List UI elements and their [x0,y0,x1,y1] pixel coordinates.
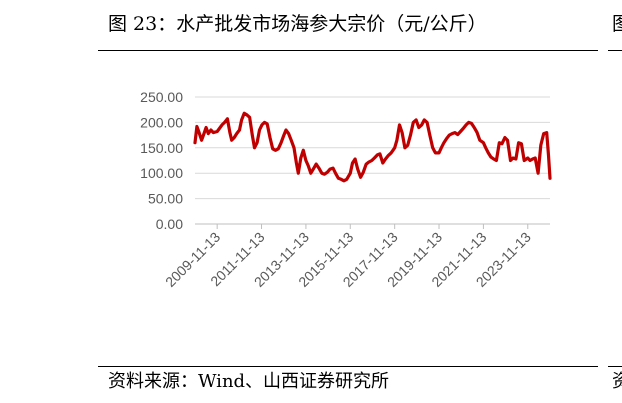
next-figure-title-fragment: 图 [612,13,622,35]
y-tick-label: 150.00 [140,140,183,156]
next-figure-source-rule [608,366,622,367]
next-figure-title-rule [608,50,622,51]
series-line-0 [193,111,552,183]
series-lines [193,111,552,183]
grid-lines [195,96,550,200]
figure-title: 图 23：水产批发市场海参大宗价（元/公斤） [108,13,487,35]
y-tick-labels: 0.00 50.00 100.00 150.00 200.00 250.00 [140,89,183,232]
axes [195,223,550,229]
y-tick-label: 200.00 [140,114,183,130]
y-tick-label: 0.00 [156,216,183,232]
y-tick-label: 250.00 [140,89,183,105]
title-rule [98,50,598,51]
next-figure-source-fragment: 资 [612,371,622,392]
source-rule [98,366,598,367]
source-note: 资料来源：Wind、山西证券研究所 [108,371,390,392]
y-tick-label: 50.00 [148,191,183,207]
x-tick-labels: 2009-11-132011-11-132013-11-132015-11-13… [162,229,534,290]
y-tick-label: 100.00 [140,165,183,181]
